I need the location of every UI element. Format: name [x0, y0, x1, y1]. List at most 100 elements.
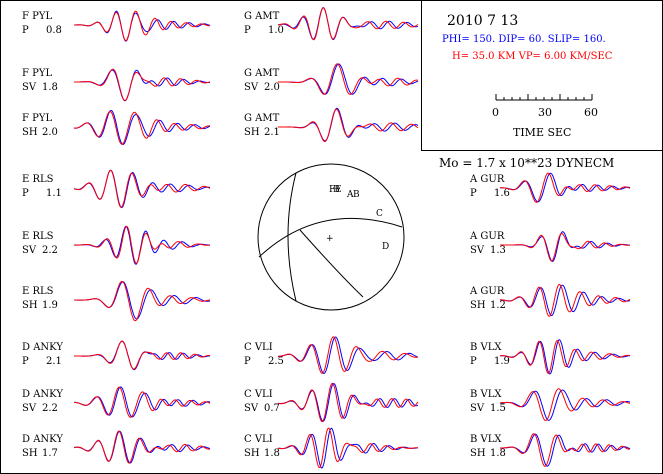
trace-phase-label: SV [470, 245, 485, 256]
trace-panel: G AMT P 1.0 [244, 7, 419, 41]
trace-panel: D ANKY P 2.1 [22, 340, 211, 371]
observed-trace [500, 172, 631, 203]
trace-amplitude-label: 2.1 [46, 356, 62, 367]
trace-panel: E RLS P 1.1 [22, 169, 211, 209]
trace-phase-label: SV [244, 82, 259, 93]
trace-phase-label: P [470, 356, 477, 367]
trace-panel: E RLS SV 2.2 [22, 225, 211, 265]
observed-trace [74, 386, 211, 418]
trace-phase-label: SH [22, 448, 38, 459]
trace-panel: D ANKY SV 2.2 [22, 386, 211, 418]
trace-phase-label: SV [470, 403, 485, 414]
synthetic-trace [73, 430, 211, 464]
trace-amplitude-label: 1.3 [490, 245, 506, 256]
trace-panel: C VLI P 2.5 [244, 336, 419, 374]
trace-panel: F PYL SV 1.8 [22, 68, 211, 102]
synthetic-trace [74, 280, 211, 322]
focal-station-label: B [333, 185, 340, 195]
trace-station-label: C VLI [244, 434, 273, 445]
trace-station-label: D ANKY [22, 389, 63, 400]
nodal-plane-1 [287, 172, 297, 302]
synthetic-trace [500, 232, 631, 262]
synthetic-trace [277, 382, 419, 423]
focal-mechanism-sphere: F B E A B C D + [257, 163, 405, 311]
focal-station-label: D [382, 242, 389, 252]
focal-station-label: B [353, 190, 360, 200]
trace-phase-label: SV [22, 403, 37, 414]
synthetic-trace [74, 386, 211, 418]
trace-station-label: B VLX [470, 342, 502, 353]
focal-station-label: E [335, 185, 342, 195]
trace-station-label: D ANKY [22, 342, 63, 353]
trace-station-label: F PYL [22, 11, 52, 22]
trace-amplitude-label: 1.7 [42, 448, 58, 459]
trace-amplitude-label: 1.1 [46, 188, 62, 199]
observed-trace [73, 109, 211, 145]
trace-panel: D ANKY SH 1.7 [22, 430, 211, 464]
observed-trace [500, 231, 631, 262]
trace-station-label: F PYL [22, 68, 52, 79]
trace-phase-label: P [22, 188, 29, 199]
trace-amplitude-label: 2.0 [42, 127, 58, 138]
synthetic-trace [278, 63, 419, 95]
trace-station-label: E RLS [22, 231, 54, 242]
synthetic-trace [277, 427, 419, 469]
trace-station-label: G AMT [244, 113, 280, 124]
mechanism-parameters: PHI= 150. DIP= 60. SLIP= 160. [442, 34, 606, 45]
synthetic-trace [278, 108, 419, 142]
trace-panel: G AMT SV 2.0 [244, 63, 419, 95]
observed-trace [500, 339, 631, 375]
trace-panel: C VLI SH 1.8 [244, 427, 419, 469]
trace-panel: B VLX P 1.9 [470, 339, 631, 375]
trace-panel: A GUR P 1.6 [469, 172, 631, 203]
time-tick-label: 30 [538, 106, 552, 119]
trace-station-label: A GUR [469, 286, 505, 297]
trace-phase-label: SV [22, 82, 37, 93]
trace-phase-label: P [470, 188, 477, 199]
time-axis-title: TIME SEC [513, 126, 571, 139]
trace-station-label: G AMT [244, 11, 280, 22]
synthetic-trace [73, 169, 211, 208]
focal-sphere-outline [257, 163, 405, 311]
trace-phase-label: P [22, 25, 29, 36]
trace-phase-label: SH [22, 127, 38, 138]
trace-panel: B VLX SV 1.5 [470, 388, 631, 422]
observed-trace [278, 382, 419, 422]
trace-phase-label: P [22, 356, 29, 367]
time-scale-bar: 0 30 60 TIME SEC [492, 94, 598, 139]
trace-phase-label: P [244, 356, 251, 367]
synthetic-trace [500, 172, 631, 203]
focal-station-label: C [376, 209, 383, 219]
trace-station-label: A GUR [469, 174, 505, 185]
event-date: 2010 7 13 [447, 13, 518, 29]
trace-panel: E RLS SH 1.9 [22, 280, 211, 322]
observed-trace [74, 10, 211, 42]
trace-station-label: B VLX [470, 389, 502, 400]
trace-amplitude-label: 1.9 [42, 300, 58, 311]
trace-phase-label: SH [22, 300, 38, 311]
seismogram-traces: F PYL P 0.8 F PYL SV 1.8 F PYL SH 2.0 E RLS P 1.1 E … [22, 7, 631, 469]
trace-amplitude-label: 2.5 [268, 356, 284, 367]
trace-station-label: C VLI [244, 342, 273, 353]
trace-amplitude-label: 1.6 [494, 188, 510, 199]
trace-station-label: D ANKY [22, 434, 63, 445]
trace-phase-label: SH [470, 448, 486, 459]
time-scale-ticks [495, 94, 593, 100]
trace-amplitude-label: 0.8 [46, 25, 62, 36]
synthetic-trace [499, 340, 631, 374]
synthetic-trace [74, 10, 211, 42]
synthetic-trace [277, 7, 419, 41]
seismic-moment: Mo = 1.7 x 10**23 DYNECM [439, 156, 614, 170]
trace-amplitude-label: 1.8 [264, 448, 280, 459]
trace-amplitude-label: 1.8 [490, 448, 506, 459]
synthetic-trace [73, 225, 210, 264]
observed-trace [278, 63, 419, 95]
trace-amplitude-label: 1.5 [490, 403, 506, 414]
nodal-plane-3 [299, 229, 364, 298]
trace-amplitude-label: 1.0 [268, 25, 284, 36]
focal-station-label: F [329, 185, 335, 195]
trace-phase-label: P [244, 25, 251, 36]
trace-phase-label: SH [244, 127, 260, 138]
trace-station-label: F PYL [22, 113, 52, 124]
